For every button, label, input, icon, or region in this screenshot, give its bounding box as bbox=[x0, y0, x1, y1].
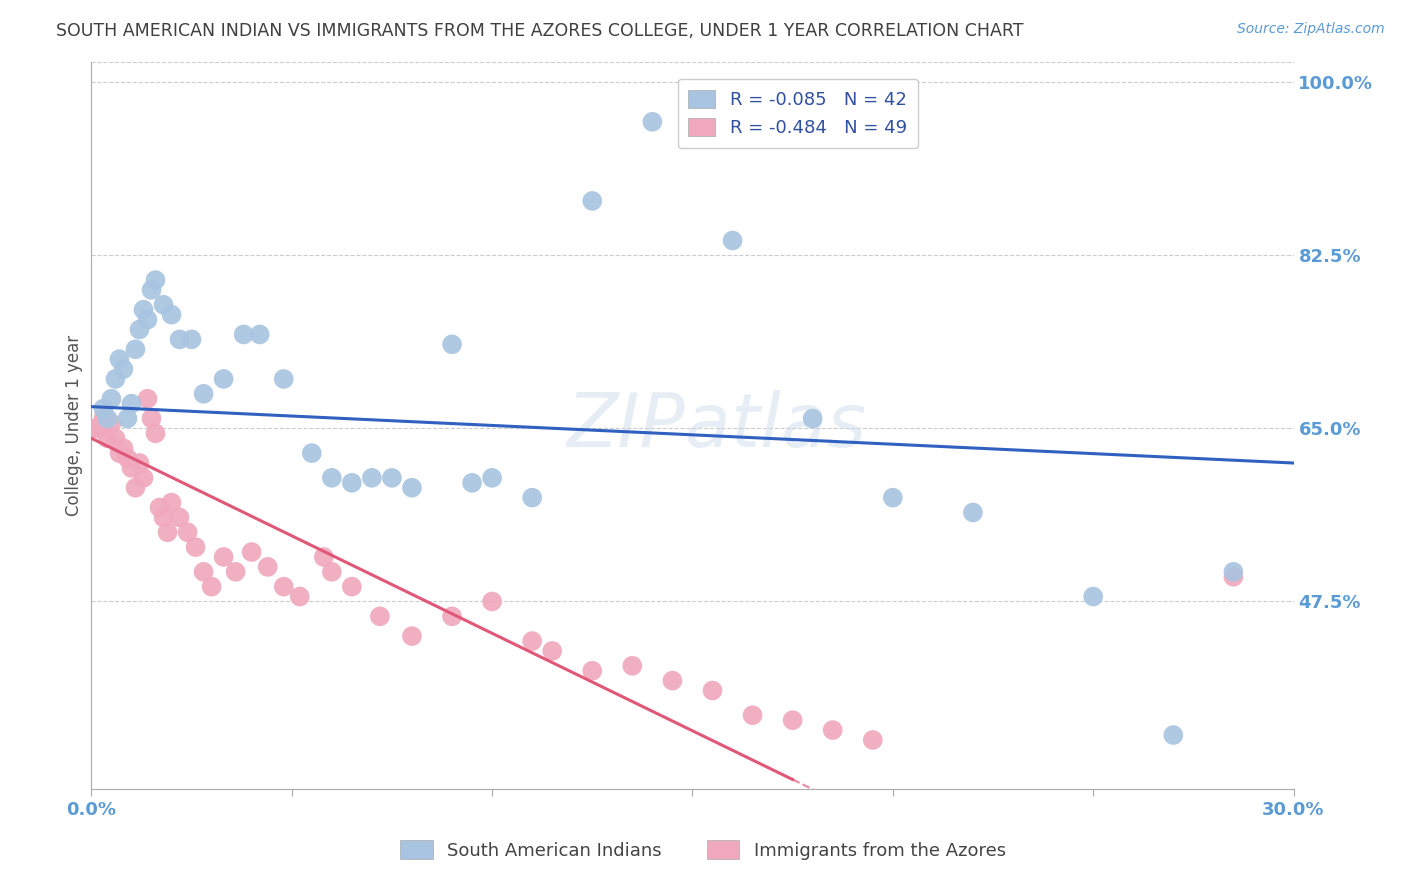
Point bbox=[152, 298, 174, 312]
Point bbox=[176, 525, 198, 540]
Point bbox=[440, 609, 463, 624]
Point bbox=[184, 540, 207, 554]
Point bbox=[132, 471, 155, 485]
Point bbox=[481, 594, 503, 608]
Point bbox=[312, 549, 335, 564]
Point bbox=[201, 580, 224, 594]
Point bbox=[117, 411, 139, 425]
Point bbox=[481, 471, 503, 485]
Point bbox=[401, 481, 423, 495]
Point bbox=[96, 431, 118, 445]
Point bbox=[193, 565, 215, 579]
Point bbox=[381, 471, 404, 485]
Text: ZIPatlas: ZIPatlas bbox=[567, 390, 866, 462]
Point bbox=[141, 411, 163, 425]
Point bbox=[1222, 570, 1244, 584]
Point bbox=[340, 475, 363, 490]
Point bbox=[522, 634, 544, 648]
Point bbox=[1222, 565, 1244, 579]
Point bbox=[104, 372, 127, 386]
Point bbox=[145, 426, 167, 441]
Point bbox=[541, 644, 564, 658]
Point bbox=[128, 456, 150, 470]
Point bbox=[112, 441, 135, 455]
Point bbox=[461, 475, 484, 490]
Point bbox=[862, 733, 884, 747]
Point bbox=[124, 481, 146, 495]
Point bbox=[193, 386, 215, 401]
Point bbox=[84, 421, 107, 435]
Point bbox=[1083, 590, 1105, 604]
Point bbox=[100, 392, 122, 406]
Point bbox=[301, 446, 323, 460]
Point bbox=[96, 411, 118, 425]
Point bbox=[141, 283, 163, 297]
Point bbox=[721, 234, 744, 248]
Point bbox=[882, 491, 904, 505]
Legend: R = -0.085   N = 42, R = -0.484   N = 49: R = -0.085 N = 42, R = -0.484 N = 49 bbox=[678, 78, 918, 148]
Point bbox=[641, 115, 664, 129]
Text: Source: ZipAtlas.com: Source: ZipAtlas.com bbox=[1237, 22, 1385, 37]
Point bbox=[169, 510, 191, 524]
Point bbox=[89, 421, 111, 435]
Point bbox=[1163, 728, 1185, 742]
Point bbox=[112, 362, 135, 376]
Point bbox=[288, 590, 311, 604]
Point bbox=[124, 343, 146, 357]
Point bbox=[249, 327, 271, 342]
Point bbox=[232, 327, 254, 342]
Point bbox=[121, 461, 143, 475]
Point bbox=[782, 713, 804, 727]
Point bbox=[741, 708, 763, 723]
Point bbox=[212, 549, 235, 564]
Point bbox=[132, 302, 155, 317]
Point bbox=[256, 560, 278, 574]
Point bbox=[368, 609, 391, 624]
Point bbox=[702, 683, 724, 698]
Point bbox=[145, 273, 167, 287]
Point bbox=[212, 372, 235, 386]
Point bbox=[321, 471, 343, 485]
Point bbox=[801, 411, 824, 425]
Point bbox=[93, 411, 115, 425]
Point bbox=[621, 658, 644, 673]
Point bbox=[136, 312, 159, 326]
Point bbox=[104, 431, 127, 445]
Point bbox=[821, 723, 844, 737]
Point bbox=[340, 580, 363, 594]
Point bbox=[117, 451, 139, 466]
Point bbox=[100, 417, 122, 431]
Legend: South American Indians, Immigrants from the Azores: South American Indians, Immigrants from … bbox=[392, 833, 1014, 867]
Point bbox=[240, 545, 263, 559]
Point bbox=[136, 392, 159, 406]
Point bbox=[273, 372, 295, 386]
Point bbox=[661, 673, 683, 688]
Point bbox=[121, 397, 143, 411]
Point bbox=[581, 194, 603, 208]
Point bbox=[169, 332, 191, 346]
Point bbox=[108, 446, 131, 460]
Point bbox=[273, 580, 295, 594]
Point bbox=[401, 629, 423, 643]
Point bbox=[152, 510, 174, 524]
Point bbox=[160, 495, 183, 509]
Point bbox=[128, 322, 150, 336]
Point bbox=[321, 565, 343, 579]
Point bbox=[108, 352, 131, 367]
Text: SOUTH AMERICAN INDIAN VS IMMIGRANTS FROM THE AZORES COLLEGE, UNDER 1 YEAR CORREL: SOUTH AMERICAN INDIAN VS IMMIGRANTS FROM… bbox=[56, 22, 1024, 40]
Point bbox=[581, 664, 603, 678]
Point bbox=[360, 471, 382, 485]
Point bbox=[93, 401, 115, 416]
Y-axis label: College, Under 1 year: College, Under 1 year bbox=[65, 335, 83, 516]
Point bbox=[148, 500, 170, 515]
Point bbox=[962, 506, 984, 520]
Point bbox=[440, 337, 463, 351]
Point bbox=[225, 565, 247, 579]
Point bbox=[180, 332, 202, 346]
Point bbox=[156, 525, 179, 540]
Point bbox=[160, 308, 183, 322]
Point bbox=[522, 491, 544, 505]
